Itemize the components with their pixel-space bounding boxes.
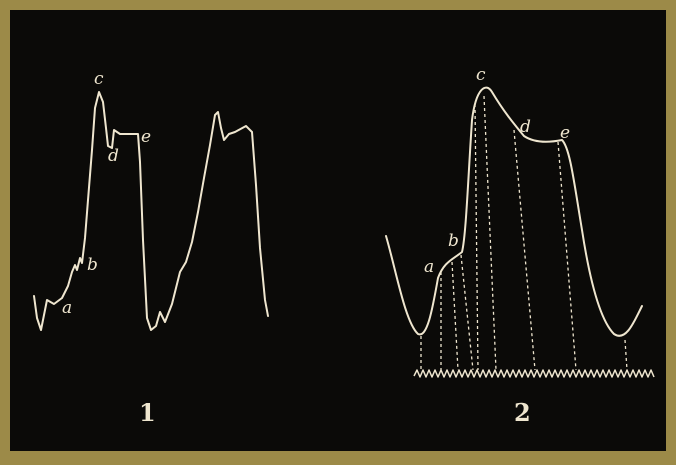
panel-1-label-c: c bbox=[94, 69, 104, 89]
panel-2-marker-line bbox=[474, 103, 479, 371]
panel-2-marker-line bbox=[557, 141, 577, 371]
panel-2-marker-line bbox=[624, 339, 628, 371]
panel-1-label-b: b bbox=[87, 255, 98, 275]
panel-2-timing-wave bbox=[413, 369, 655, 378]
panel-2-label-e: e bbox=[560, 123, 570, 143]
panel-2-marker-line bbox=[460, 254, 474, 371]
panel-1-label-a: a bbox=[62, 298, 72, 318]
plate-background bbox=[10, 10, 666, 451]
pulse-tracing-curve-1 bbox=[33, 91, 269, 331]
panel-2: a b c d e 2 bbox=[385, 65, 655, 427]
panel-2-label-a: a bbox=[424, 257, 434, 277]
panel-2-marker-line bbox=[513, 129, 536, 371]
panel-2-label-b: b bbox=[448, 231, 459, 251]
panel-2-marker-line bbox=[451, 261, 459, 371]
panel-1-number: 1 bbox=[139, 398, 156, 427]
panel-2-label-d: d bbox=[520, 117, 531, 137]
panel-1: a b c d e 1 bbox=[33, 69, 269, 427]
panel-1-label-d: d bbox=[108, 146, 119, 166]
pulse-tracing-curve-2 bbox=[385, 86, 643, 337]
panel-2-marker-line bbox=[483, 95, 497, 371]
panel-1-label-e: e bbox=[141, 127, 151, 147]
panel-2-time-markers bbox=[420, 95, 628, 371]
panel-2-number: 2 bbox=[514, 398, 531, 427]
panel-2-label-c: c bbox=[476, 65, 486, 85]
